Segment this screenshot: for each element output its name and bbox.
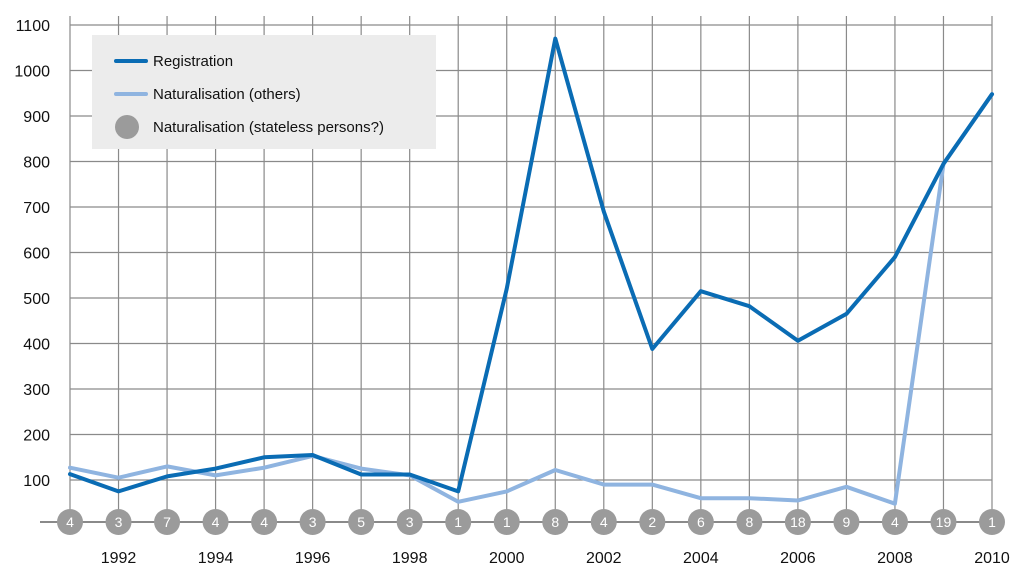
y-tick-label-800: 800 <box>23 155 50 172</box>
stateless-bubble-2002 <box>590 509 617 535</box>
stateless-bubble-2007 <box>833 509 860 535</box>
x-tick-label-2008: 2008 <box>877 550 913 567</box>
series-line-registration <box>68 36 994 494</box>
stateless-bubble-2006 <box>784 509 811 535</box>
y-tick-label-1100: 1100 <box>16 18 51 35</box>
x-tick-label-1992: 1992 <box>101 550 137 567</box>
stateless-value-bubbles: 4 3 7 4 4 3 5 3 1 1 8 4 2 6 8 18 9 4 19 1 <box>57 509 1005 535</box>
stateless-bubble-label-1998: 3 <box>406 514 414 530</box>
y-tick-label-100: 100 <box>23 473 50 490</box>
stateless-bubble-2010 <box>979 509 1005 535</box>
stateless-bubble-2008 <box>881 509 908 535</box>
stateless-bubble-label-1994: 4 <box>212 514 220 530</box>
legend-marker-stateless <box>115 115 139 139</box>
stateless-bubble-2001 <box>542 509 569 535</box>
stateless-bubble-label-1993: 7 <box>163 514 171 530</box>
stateless-bubble-label-2008: 4 <box>891 514 899 530</box>
stateless-bubble-label-1995: 4 <box>260 514 268 530</box>
stateless-bubble-2005 <box>736 509 763 535</box>
y-tick-label-400: 400 <box>23 337 50 354</box>
stateless-bubble-1993 <box>154 509 181 535</box>
x-axis-tick-labels: 1992 1994 1996 1998 2000 2002 2004 2006 2008 2010 <box>101 550 1010 567</box>
stateless-bubble-label-2001: 8 <box>551 514 559 530</box>
stateless-bubble-2000 <box>493 509 520 535</box>
x-tick-label-1996: 1996 <box>295 550 331 567</box>
stateless-bubble-label-1996: 3 <box>309 514 317 530</box>
legend-label-stateless: Naturalisation (stateless persons?) <box>153 119 384 136</box>
stateless-bubble-label-2005: 8 <box>745 514 753 530</box>
legend-label-naturalisation-others: Naturalisation (others) <box>153 86 301 103</box>
stateless-bubble-2009 <box>930 509 957 535</box>
stateless-bubble-label-2002: 4 <box>600 514 608 530</box>
legend-background <box>92 35 436 149</box>
stateless-bubble-label-1999: 1 <box>454 514 462 530</box>
x-tick-label-2010: 2010 <box>974 550 1010 567</box>
stateless-bubble-2004 <box>687 509 714 535</box>
series-line-naturalisation-others <box>68 92 994 506</box>
x-tick-label-2004: 2004 <box>683 550 719 567</box>
x-tick-label-1994: 1994 <box>198 550 234 567</box>
stateless-bubble-label-1991: 4 <box>66 514 74 530</box>
stateless-bubble-label-2006: 18 <box>790 514 806 530</box>
x-tick-label-2006: 2006 <box>780 550 816 567</box>
x-tick-label-2000: 2000 <box>489 550 525 567</box>
stateless-bubble-label-2007: 9 <box>843 514 851 530</box>
stateless-bubble-2003 <box>639 509 666 535</box>
stateless-bubble-label-2003: 2 <box>648 514 656 530</box>
legend: Registration Naturalisation (others) Nat… <box>92 35 436 149</box>
y-tick-label-1000: 1000 <box>14 64 50 81</box>
stateless-bubble-1992 <box>105 509 132 535</box>
stateless-bubble-1999 <box>445 509 472 535</box>
y-axis-tick-labels: 100 200 300 400 500 600 700 800 900 1000 1100 <box>14 18 50 490</box>
stateless-bubble-label-2009: 19 <box>936 514 952 530</box>
stateless-bubble-1998 <box>396 509 423 535</box>
y-tick-label-200: 200 <box>23 428 50 445</box>
y-tick-label-600: 600 <box>23 246 50 263</box>
series-lines <box>68 36 994 506</box>
stateless-bubble-1997 <box>348 509 375 535</box>
x-tick-label-1998: 1998 <box>392 550 428 567</box>
y-tick-label-300: 300 <box>23 382 50 399</box>
stateless-bubble-label-2000: 1 <box>503 514 511 530</box>
stateless-bubble-label-2010: 1 <box>988 514 996 530</box>
stateless-bubble-label-2004: 6 <box>697 514 705 530</box>
stateless-bubble-1994 <box>202 509 229 535</box>
y-tick-label-700: 700 <box>23 200 50 217</box>
stateless-bubble-label-1997: 5 <box>357 514 365 530</box>
stateless-bubble-1995 <box>251 509 278 535</box>
stateless-bubble-1996 <box>299 509 326 535</box>
y-tick-label-900: 900 <box>23 109 50 126</box>
x-tick-label-2002: 2002 <box>586 550 622 567</box>
y-tick-label-500: 500 <box>23 291 50 308</box>
legend-label-registration: Registration <box>153 53 233 70</box>
stateless-bubble-label-1992: 3 <box>115 514 123 530</box>
stateless-bubble-1991 <box>57 509 83 535</box>
